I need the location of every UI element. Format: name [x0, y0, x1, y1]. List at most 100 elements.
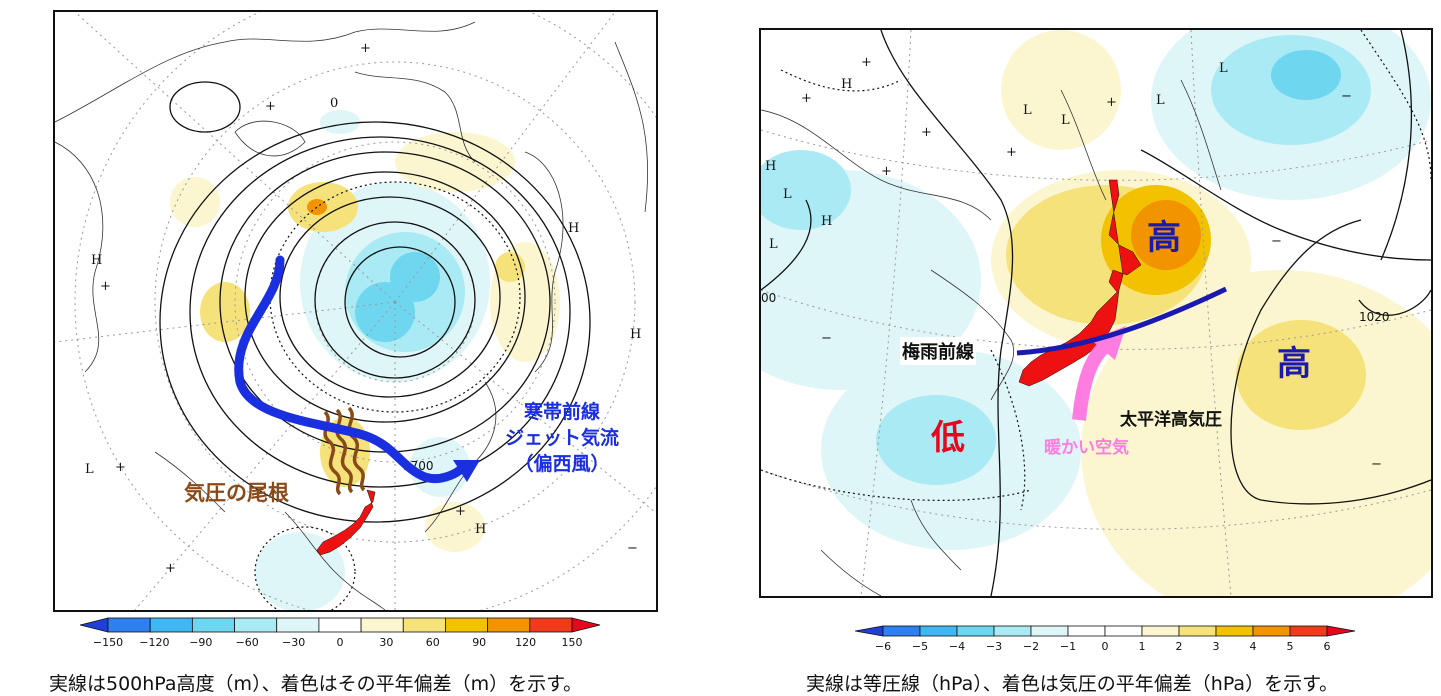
left-colorbar-swatch [529, 617, 573, 633]
jet-stream-arrow [234, 255, 465, 484]
japan-shape [316, 489, 376, 556]
right-colorbar-swatch [919, 625, 958, 637]
warm-air-label: 暖かい空気 [1044, 438, 1129, 458]
left-colorbar-swatch [487, 617, 531, 633]
left-colorbar-end-low [80, 617, 109, 633]
isobar-label-1020: 1020 [1359, 310, 1390, 324]
isobar-label-00: 00 [761, 291, 776, 305]
right-colorbar-swatch [993, 625, 1032, 637]
plus-symbol: + [881, 164, 892, 179]
low-symbol: L [1219, 61, 1228, 76]
anomaly-shading [761, 30, 1431, 596]
right-colorbar-swatch [1215, 625, 1254, 637]
plus-symbol: + [1106, 95, 1117, 110]
baiu-front-label: 梅雨前線 [900, 337, 976, 365]
right-colorbar-swatch [1289, 625, 1328, 637]
low-symbol: L [769, 237, 778, 252]
ridge-label: 気圧の尾根 [184, 481, 289, 505]
right-colorbar-tick-label: −6 [875, 640, 891, 653]
right-colorbar-tick-label: −2 [1023, 640, 1039, 653]
right-colorbar-swatch [1067, 625, 1106, 637]
pressure-symbols: H H H H L + + + + + + − 0 [85, 41, 641, 576]
right-colorbar-tick-label: 4 [1250, 640, 1257, 653]
right-caption: 実線は等圧線（hPa）、着色は気圧の平年偏差（hPa）を示す。 [806, 673, 1339, 695]
zero-isobars [761, 30, 1431, 511]
left-colorbar-swatch [191, 617, 235, 633]
left-colorbar-tick-label: −150 [93, 636, 123, 649]
right-colorbar-tick-label: −5 [912, 640, 928, 653]
left-colorbar-tick-label: 90 [472, 636, 486, 649]
left-colorbar-swatch [107, 617, 151, 633]
left-colorbar: −150 −120 −90 −60 −30 0 30 60 90 120 150 [80, 617, 601, 649]
high-symbol: H [630, 327, 641, 342]
left-colorbar-tick-label: 120 [515, 636, 536, 649]
right-map-svg: H H H L L L L L L + + + + + + − − − − 10… [761, 30, 1431, 596]
right-colorbar-swatch [956, 625, 995, 637]
pressure-symbols: H H H L L L L L L + + + + + + − − − − [765, 55, 1382, 472]
minus-symbol: − [1371, 457, 1382, 472]
high-symbol: H [821, 214, 832, 229]
right-colorbar-tick-label: −3 [986, 640, 1002, 653]
left-colorbar-tick-label: 0 [337, 636, 344, 649]
right-colorbar-tick-label: −4 [949, 640, 965, 653]
left-colorbar-swatch [149, 617, 193, 633]
right-colorbar-end-high [1326, 625, 1356, 637]
left-colorbar-tick-label: −120 [139, 636, 169, 649]
low-symbol: L [85, 462, 94, 477]
jet-label-line2: ジェット気流 [505, 427, 620, 449]
plus-symbol: + [1006, 145, 1017, 160]
left-colorbar-swatch [445, 617, 489, 633]
plus-symbol: + [115, 460, 126, 475]
right-colorbar-tick-label: 2 [1176, 640, 1183, 653]
low-symbol: L [1061, 113, 1070, 128]
plus-symbol: + [265, 99, 276, 114]
left-colorbar-tick-label: 30 [379, 636, 393, 649]
left-colorbar-tick-label: −30 [282, 636, 305, 649]
left-colorbar-swatch [360, 617, 404, 633]
low-label: 低 [931, 418, 965, 458]
surface-pressure-map: H H H L L L L L L + + + + + + − − − − 10… [759, 28, 1433, 598]
high-symbol: H [475, 522, 486, 537]
left-colorbar-swatch [318, 617, 362, 633]
right-colorbar-swatch [1141, 625, 1180, 637]
left-colorbar-swatch [402, 617, 446, 633]
zero-symbol: 0 [330, 96, 338, 111]
high-symbol: H [765, 159, 776, 174]
right-colorbar-swatch [1104, 625, 1143, 637]
high-symbol: H [841, 77, 852, 92]
low-symbol: L [1156, 93, 1165, 108]
height-contours [159, 81, 591, 523]
right-colorbar: −6 −5 −4 −3 −2 −1 0 1 2 3 4 5 6 [855, 625, 1356, 653]
low-symbol: L [783, 187, 792, 202]
right-colorbar-tick-label: 5 [1287, 640, 1294, 653]
pacific-high-label: 太平洋高気圧 [1120, 410, 1222, 430]
right-colorbar-tick-label: 0 [1102, 640, 1109, 653]
minus-symbol: − [1341, 89, 1352, 104]
coastlines [55, 21, 648, 610]
graticule [761, 30, 1431, 596]
plus-symbol: + [801, 91, 812, 106]
left-colorbar-end-high [571, 617, 601, 633]
minus-symbol: − [1271, 234, 1282, 249]
isobars [761, 30, 1431, 596]
left-colorbar-swatch [234, 617, 278, 633]
low-symbol: L [1023, 103, 1032, 118]
baiu-front-line [1016, 286, 1228, 356]
jet-label-line3: （偏西風） [514, 453, 610, 475]
high-label-1: 高 [1147, 218, 1181, 258]
left-map-svg: H H H H L + + + + + + − 0 5700 [55, 12, 656, 610]
left-colorbar-tick-label: 150 [562, 636, 583, 649]
jet-label-line1: 寒帯前線 [524, 401, 601, 423]
upper-air-map-500hpa: H H H H L + + + + + + − 0 5700 寒帯前線 ジェット… [53, 10, 658, 612]
minus-symbol: − [821, 331, 832, 346]
right-colorbar-tick-label: 3 [1213, 640, 1220, 653]
left-colorbar-tick-label: 60 [426, 636, 440, 649]
right-colorbar-tick-label: 1 [1139, 640, 1146, 653]
coastlines [761, 79, 1222, 596]
jet-arrowhead [453, 460, 480, 482]
right-colorbar-end-low [855, 625, 884, 637]
right-colorbar-swatch [1178, 625, 1217, 637]
right-colorbar-swatch [1252, 625, 1291, 637]
right-colorbar-swatch [882, 625, 921, 637]
left-colorbar-tick-label: −60 [236, 636, 259, 649]
